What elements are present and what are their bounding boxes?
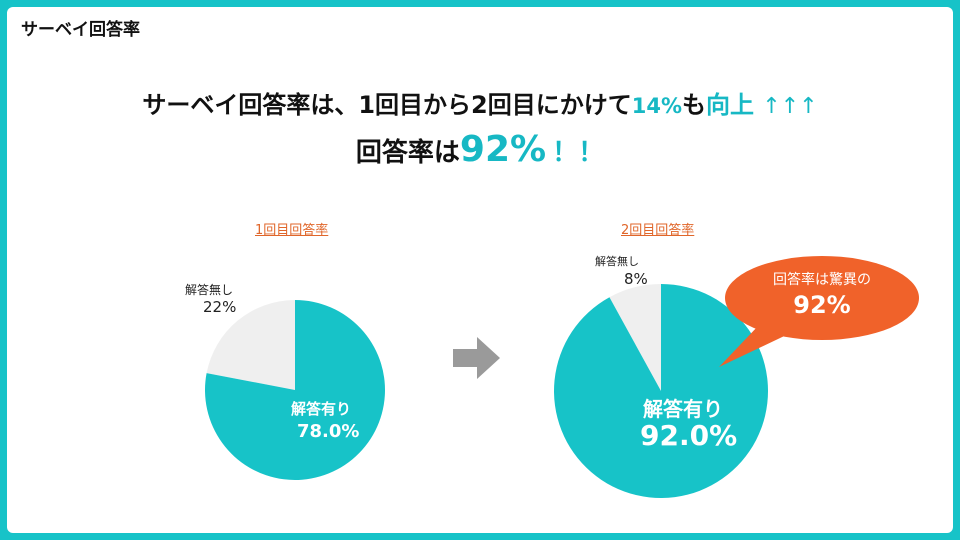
page-title: サーベイ回答率 [21,20,140,40]
headline-line2: 回答率は92%！！ [7,129,953,170]
pie2-slice-answered [554,284,769,498]
headline-line1: サーベイ回答率は、1回目から2回目にかけて14%も向上 ↑↑↑ [7,85,953,120]
slide: サーベイ回答率 サーベイ回答率は、1回目から2回目にかけて14%も向上 ↑↑↑ … [7,7,953,533]
headline-text-2: も [682,91,706,119]
pie1-slice-no-answer [206,300,295,390]
headline-highlight-3: 92% [459,129,547,170]
pie2-slice-no-answer [609,284,661,391]
right-arrow-icon [453,337,500,379]
headline-highlight: 14% [631,94,682,118]
chart2-title: 2回目回答率 [621,223,695,238]
pie2-no-answer-label: 解答無し [595,255,639,268]
pie2-answered-label: 解答有り [643,397,723,421]
exclamation-marks: ！！ [552,138,605,168]
headline-text: サーベイ回答率は、1回目から2回目にかけて [142,91,632,119]
callout-line1: 回答率は驚異の [773,272,871,288]
pie-chart-1 [204,300,385,481]
pie1-no-answer-label: 解答無し [185,283,234,297]
pie1-answered-value: 78.0% [297,421,360,442]
callout-bubble [719,256,919,367]
pie2-answered-value: 92.0% [640,419,738,452]
callout-line2: 92% [793,291,851,319]
up-arrows-icon: ↑↑↑ [762,94,818,119]
headline-highlight-2: 向上 [706,91,754,119]
callout-ellipse [725,256,919,340]
headline-text-3: 回答率は [355,138,460,168]
pie-chart-2 [554,284,769,498]
pie1-no-answer-value: 22% [203,298,237,316]
charts-canvas [204,256,919,498]
pie1-answered-label: 解答有り [291,400,352,418]
pie1-slice-answered [204,300,385,481]
chart1-title: 1回目回答率 [255,223,329,238]
pie2-no-answer-value: 8% [624,270,648,288]
